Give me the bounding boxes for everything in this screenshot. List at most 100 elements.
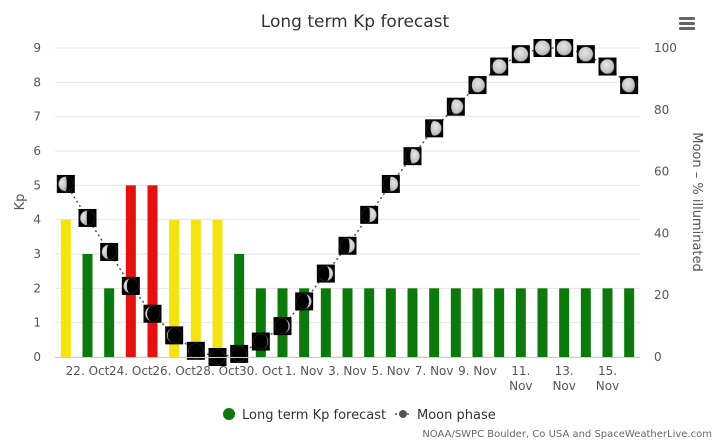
moon-outline xyxy=(144,305,161,322)
y-tick-label: 6 xyxy=(33,144,41,158)
moon-lit-disc xyxy=(535,40,550,56)
x-tick-label-line: 11. xyxy=(511,364,530,378)
moon-icon-bg xyxy=(251,332,270,351)
moon-outline xyxy=(448,98,464,115)
x-tick-label: 30. Oct xyxy=(239,364,283,378)
kp-bar xyxy=(580,288,591,357)
moon-lit-part xyxy=(166,327,175,343)
moon-lit-part xyxy=(58,176,67,192)
x-tick-label: 28. Oct xyxy=(196,364,240,378)
x-tick-label: 3. Nov xyxy=(328,364,367,378)
kp-bar xyxy=(494,288,505,357)
x-tick-label-line: 13. xyxy=(555,364,574,378)
moon-outline xyxy=(296,293,312,310)
kp-bar xyxy=(60,219,71,357)
y2-tick-label: 20 xyxy=(654,288,669,302)
x-tick-label-line: 15. xyxy=(598,364,617,378)
moon-lit-disc xyxy=(556,40,572,56)
moon-outline xyxy=(318,265,334,282)
moon-outline xyxy=(491,58,507,75)
kp-bar xyxy=(320,288,331,357)
moon-phase-icon xyxy=(56,174,75,193)
moon-outline xyxy=(253,333,269,350)
moon-phase-icon xyxy=(230,344,249,363)
kp-bar xyxy=(624,288,635,357)
moon-outline xyxy=(404,148,421,164)
kp-bar xyxy=(299,288,310,357)
kp-bars xyxy=(60,185,635,357)
kp-bar xyxy=(559,288,570,357)
moon-outline xyxy=(101,244,117,260)
moon-outline xyxy=(274,318,291,334)
moon-phase-icon xyxy=(273,317,292,336)
x-tick-label-line: 3. Nov xyxy=(328,364,367,378)
moon-outline xyxy=(361,207,377,223)
moon-phase-markers xyxy=(56,39,639,366)
x-tick-label-line: 1. Nov xyxy=(285,364,324,378)
moon-phase-icon xyxy=(100,242,119,261)
x-tick-label-line: 28. Oct xyxy=(196,364,240,378)
moon-outline xyxy=(188,343,204,359)
moon-phase-icon xyxy=(598,57,617,76)
moon-phase-icon xyxy=(468,76,487,95)
x-tick-label-line: 7. Nov xyxy=(415,364,454,378)
x-tick-label: 24. Oct xyxy=(109,364,153,378)
x-tick-label-line: 30. Oct xyxy=(239,364,283,378)
legend-moon-marker xyxy=(399,410,407,418)
y-tick-label: 0 xyxy=(33,350,41,364)
kp-bar xyxy=(212,219,223,357)
moon-outline xyxy=(578,46,594,62)
x-tick-label-line: Nov xyxy=(552,379,575,393)
kp-bar xyxy=(82,254,93,357)
moon-lit-part xyxy=(410,148,421,164)
kp-bar xyxy=(364,288,375,357)
moon-lit-part xyxy=(123,278,131,294)
moon-phase-icon xyxy=(78,208,97,227)
kp-bar xyxy=(342,288,353,357)
moon-icon-bg xyxy=(273,317,292,336)
credits[interactable]: NOAA/SWPC Boulder, Co USA and SpaceWeath… xyxy=(422,429,712,440)
x-tick-label-line: Nov xyxy=(509,379,532,393)
legend-kp-marker xyxy=(223,408,235,420)
moon-outline xyxy=(58,176,74,192)
x-tick-label: 22. Oct xyxy=(66,364,110,378)
x-tick-label: 13. Nov xyxy=(552,364,575,393)
moon-phase-icon xyxy=(143,304,162,323)
x-tick-label: 5. Nov xyxy=(371,364,410,378)
y-tick-label: 7 xyxy=(33,110,41,124)
moon-phase-icon xyxy=(360,205,379,224)
moon-icon-bg xyxy=(230,344,249,363)
moon-icon-bg xyxy=(165,326,184,345)
moon-phase-icon xyxy=(338,236,357,255)
moon-lit-part xyxy=(578,46,594,62)
moon-icon-bg xyxy=(186,341,205,360)
moon-phase-icon xyxy=(533,39,552,57)
legend-item-kp[interactable]: Long term Kp forecast xyxy=(223,408,386,423)
moon-phase-icon xyxy=(121,276,140,295)
moon-phase-icon xyxy=(576,45,595,64)
y-tick-label: 3 xyxy=(33,247,41,261)
moon-lit-part xyxy=(145,306,153,322)
moon-phase-icon xyxy=(511,45,530,64)
kp-bar xyxy=(190,219,201,357)
kp-bar xyxy=(234,254,245,357)
moon-outline xyxy=(79,210,96,226)
x-tick-label: 15. Nov xyxy=(596,364,619,393)
moon-lit-part xyxy=(80,210,88,226)
moon-lit-part xyxy=(621,77,635,93)
y2-tick-label: 80 xyxy=(654,103,669,117)
moon-outline xyxy=(339,237,356,254)
legend-item-moon[interactable]: Moon phase xyxy=(395,408,496,423)
y2-tick-label: 60 xyxy=(654,165,669,179)
moon-lit-part xyxy=(101,244,110,260)
menu-button[interactable] xyxy=(676,14,698,32)
x-tick-label-line: 24. Oct xyxy=(109,364,153,378)
moon-phase-icon xyxy=(620,76,639,95)
x-tick-label: 11. Nov xyxy=(509,364,532,393)
kp-bar xyxy=(147,185,158,357)
kp-bar xyxy=(602,288,613,357)
y-axis-right: 0 20 40 60 80 100 xyxy=(654,41,677,364)
x-tick-label: 9. Nov xyxy=(458,364,497,378)
kp-bar xyxy=(104,288,115,357)
